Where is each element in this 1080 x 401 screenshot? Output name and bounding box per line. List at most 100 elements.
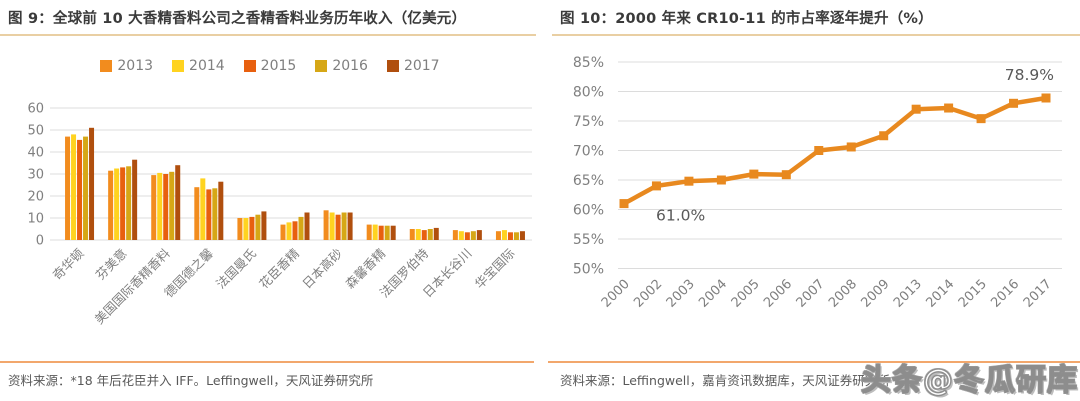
legend-label: 2016 xyxy=(332,58,368,74)
bar-2016 xyxy=(427,229,433,240)
bar-2015 xyxy=(335,214,341,240)
bar-2013 xyxy=(280,224,286,240)
bar-2014 xyxy=(243,218,249,240)
data-point-marker xyxy=(619,199,629,209)
data-point-marker xyxy=(976,114,986,124)
legend-item-2013: 2013 xyxy=(100,58,153,74)
figure-9-title-rule xyxy=(0,34,536,36)
data-point-marker xyxy=(716,175,726,185)
bar-2016 xyxy=(255,214,261,240)
bar-2014 xyxy=(200,178,206,240)
x-year-label: 2003 xyxy=(664,277,698,311)
bar-2013 xyxy=(452,230,458,240)
data-point-marker xyxy=(651,181,661,191)
y-tick-label: 70% xyxy=(573,144,604,160)
bar-2017 xyxy=(89,127,95,240)
bar-2014 xyxy=(458,231,464,240)
bar-2016 xyxy=(212,188,218,240)
x-year-label: 2017 xyxy=(1021,277,1055,311)
data-label: 78.9% xyxy=(1005,66,1054,84)
bar-2015 xyxy=(464,232,470,240)
x-category-label: 日本高砂 xyxy=(299,246,345,292)
legend-item-2015: 2015 xyxy=(243,58,297,74)
line-chart: 50% 55% 60% 65% 70% 75% 80% 85% 2000200220032004… xyxy=(573,55,1062,311)
x-year-label: 2006 xyxy=(761,277,795,311)
bar-2014 xyxy=(415,229,421,240)
bar-2015 xyxy=(206,189,212,240)
bar-2016 xyxy=(83,136,89,240)
bar-2015 xyxy=(378,225,384,240)
y-tick-label: 85% xyxy=(573,55,604,71)
bar-2015 xyxy=(292,221,298,240)
figure-10-source: 资料来源：Leffingwell，嘉肯资讯数据库，天风证券研究所 xyxy=(560,373,890,388)
data-point-marker xyxy=(814,146,824,155)
bar-2015 xyxy=(163,174,169,240)
bar-2016 xyxy=(470,231,476,240)
data-point-marker xyxy=(1041,93,1051,103)
y-tick-label: 50% xyxy=(573,262,604,278)
legend-item-2016: 2016 xyxy=(315,58,368,74)
x-year-label: 2015 xyxy=(956,277,990,311)
bar-2013 xyxy=(65,136,71,240)
legend-item-2017: 2017 xyxy=(386,58,440,74)
x-year-label: 2002 xyxy=(631,277,665,311)
figure-10-panel: 图 10：2000 年来 CR10-11 的市占率逐年提升（%） 50% 55% 6… xyxy=(540,0,1080,401)
y-tick-label: 75% xyxy=(573,114,604,130)
bar-2014 xyxy=(157,172,163,240)
x-category-label: 花臣香精 xyxy=(256,246,302,292)
y-tick-label: 10 xyxy=(27,212,44,227)
x-category-label: 华宝国际 xyxy=(472,246,518,292)
legend-swatch-2017 xyxy=(386,60,399,72)
bar-2017 xyxy=(476,230,482,240)
bar-2016 xyxy=(126,166,132,240)
figure-9-source: 资料来源：*18 年后花臣并入 IFF。Leffingwell，天风证券研究所 xyxy=(8,373,374,388)
bar-2016 xyxy=(341,212,347,240)
bar-chart-legend: 2013 2014 2015 2016 2017 xyxy=(0,58,540,74)
data-point-marker xyxy=(1009,98,1019,108)
data-point-marker xyxy=(944,103,954,113)
bar-2014 xyxy=(114,168,120,240)
figure-10-title-rule xyxy=(552,34,1080,36)
y-tick-label: 50 xyxy=(27,124,44,139)
bar-2013 xyxy=(108,170,114,240)
x-year-label: 2008 xyxy=(826,277,860,311)
bar-2016 xyxy=(298,216,304,240)
bar-2016 xyxy=(384,225,390,240)
bar-2017 xyxy=(433,227,439,240)
bar-2014 xyxy=(372,224,378,240)
figure-10-title: 图 10：2000 年来 CR10-11 的市占率逐年提升（%） xyxy=(560,11,933,27)
bar-2015 xyxy=(421,230,427,240)
bar-2014 xyxy=(71,134,77,240)
legend-swatch-2013 xyxy=(100,60,113,72)
bar-2017 xyxy=(132,159,138,240)
x-category-label: 芬美意 xyxy=(93,246,130,283)
watermark-text: 头条@冬瓜研库 xyxy=(860,362,1078,398)
bar-2013 xyxy=(495,231,501,240)
x-year-label: 2004 xyxy=(696,277,730,311)
y-tick-label: 30 xyxy=(27,168,44,183)
legend-swatch-2016 xyxy=(315,60,328,72)
y-tick-label: 80% xyxy=(573,85,604,101)
data-point-marker xyxy=(879,131,889,141)
y-tick-label: 20 xyxy=(27,190,44,205)
figure-9-title: 图 9：全球前 10 大香精香料公司之香精香料业务历年收入（亿美元） xyxy=(8,11,467,27)
data-point-marker xyxy=(911,104,921,114)
x-category-label: 奇华顿 xyxy=(50,245,87,282)
bar-2017 xyxy=(390,225,396,240)
bar-2015 xyxy=(249,216,255,240)
y-tick-label: 40 xyxy=(27,146,44,161)
y-tick-label: 0 xyxy=(36,234,44,249)
data-point-marker xyxy=(846,142,856,152)
bar-2016 xyxy=(169,171,175,240)
x-year-label: 2000 xyxy=(599,277,633,311)
bar-2017 xyxy=(347,212,353,240)
legend-swatch-2015 xyxy=(243,60,256,72)
legend-label: 2015 xyxy=(260,58,297,74)
data-label: 61.0% xyxy=(656,207,705,225)
bar-2016 xyxy=(513,232,519,240)
bar-2017 xyxy=(175,165,181,240)
bar-2013 xyxy=(151,175,157,240)
y-tick-label: 65% xyxy=(573,173,604,189)
